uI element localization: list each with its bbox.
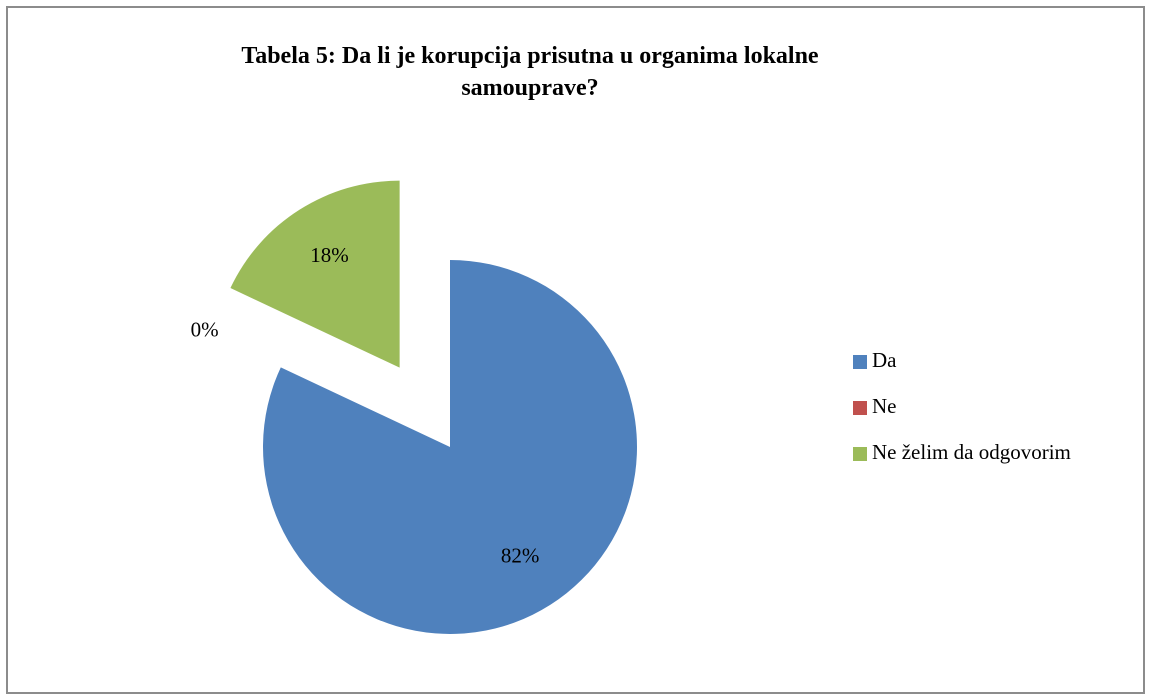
chart-frame [6, 6, 1145, 694]
legend-label: Ne [872, 394, 897, 418]
legend-swatch [853, 401, 867, 415]
pie-slice [262, 260, 638, 634]
legend-label: Da [872, 348, 897, 372]
legend-swatch [853, 355, 867, 369]
legend-label: Ne želim da odgovorim [872, 440, 1071, 464]
data-label: 18% [310, 243, 349, 267]
pie-slice [230, 180, 400, 368]
chart-title: Tabela 5: Da li je korupcija prisutna u … [241, 43, 819, 101]
data-label: 0% [191, 317, 219, 341]
legend-swatch [853, 447, 867, 461]
data-label: 82% [501, 543, 540, 567]
